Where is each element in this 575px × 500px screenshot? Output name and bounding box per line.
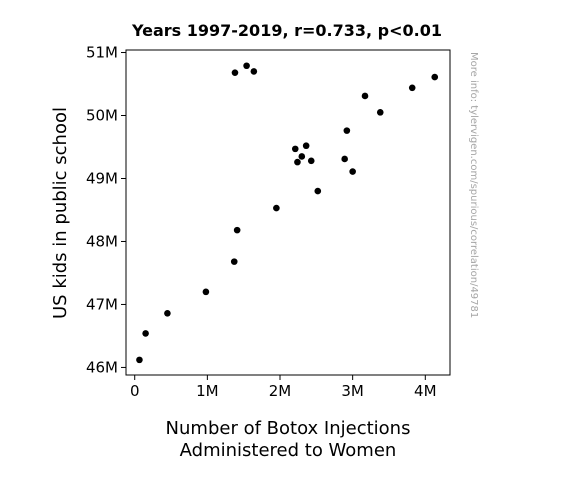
y-tick-label: 47M <box>86 295 118 313</box>
plot-area <box>125 49 451 376</box>
data-point <box>243 62 250 70</box>
data-point <box>233 226 241 234</box>
x-tick-label: 2M <box>269 382 292 400</box>
data-point <box>164 309 171 317</box>
data-points <box>136 62 439 364</box>
data-point <box>298 153 306 160</box>
data-point <box>343 127 351 134</box>
x-axis-label-line-1: Number of Botox Injections <box>166 418 411 439</box>
y-tick-label: 46M <box>86 358 118 376</box>
x-tick-label: 0 <box>130 382 140 400</box>
data-point <box>302 142 310 150</box>
x-tick-label: 4M <box>414 382 437 400</box>
data-point <box>136 356 143 364</box>
data-point <box>341 155 348 163</box>
data-point <box>202 288 210 296</box>
data-point <box>376 109 384 116</box>
data-point <box>431 73 439 81</box>
data-point <box>291 145 299 153</box>
y-axis-label: US kids in public school <box>50 107 71 319</box>
data-point <box>314 187 322 195</box>
y-tick-label: 50M <box>86 107 118 125</box>
x-tick-label: 1M <box>196 382 219 400</box>
y-tick-label: 49M <box>86 169 118 187</box>
x-tick-label: 3M <box>341 382 364 400</box>
data-point <box>294 158 301 166</box>
data-point <box>230 258 238 265</box>
data-point <box>250 68 258 75</box>
data-point <box>408 84 416 92</box>
data-point <box>361 92 369 100</box>
data-point <box>307 157 315 165</box>
y-tick-label: 51M <box>86 44 118 62</box>
y-tick-label: 48M <box>86 232 118 250</box>
axis-ticks: 0 1M 2M 3M 4M 46M 47M 48M 49M 50M 51M <box>86 44 437 400</box>
data-point <box>231 69 239 76</box>
source-note: More info: tylervigen.com/spurious/corre… <box>468 52 479 318</box>
data-point <box>349 168 356 175</box>
data-point <box>142 330 149 337</box>
chart-title: Years 1997-2019, r=0.733, p<0.01 <box>131 21 442 40</box>
data-point <box>273 204 280 212</box>
x-axis-label-line-2: Administered to Women <box>180 440 397 461</box>
